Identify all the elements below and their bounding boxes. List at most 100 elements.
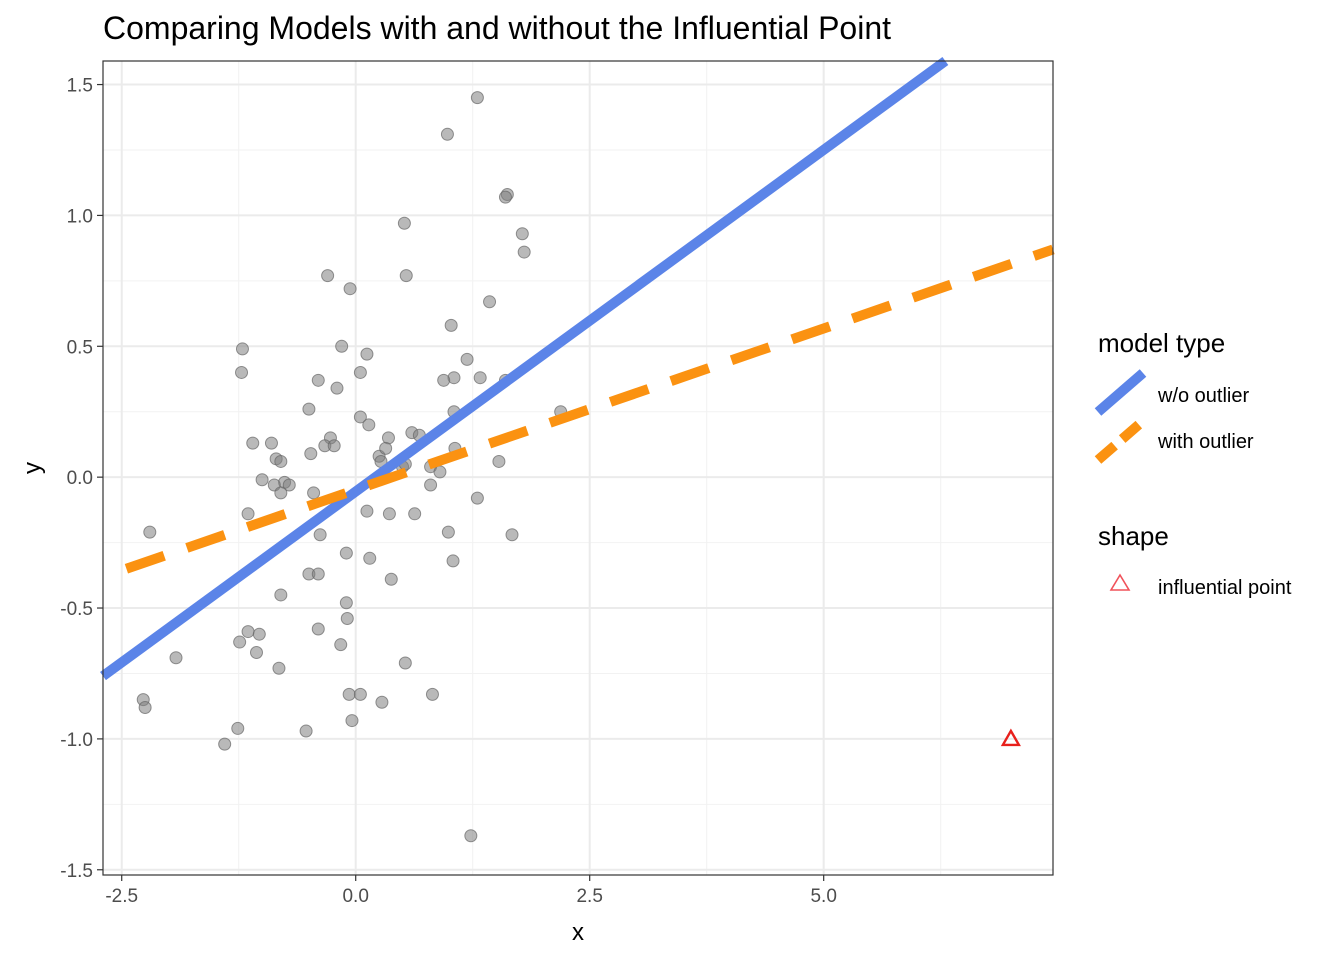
scatter-point [311, 373, 325, 387]
scatter-point [398, 656, 412, 670]
scatter-point [339, 596, 353, 610]
scatter-point [246, 436, 260, 450]
scatter-point [360, 347, 374, 361]
scatter-point [460, 352, 474, 366]
scatter-point [272, 661, 286, 675]
legend-key-line-with-outlier [1094, 417, 1147, 464]
scatter-point [505, 528, 519, 542]
regression-lines [100, 56, 1055, 681]
scatter-point [342, 687, 356, 701]
scatter-point [274, 588, 288, 602]
scatter-point [353, 365, 367, 379]
chart-title: Comparing Models with and without the In… [103, 10, 891, 46]
scatter-point [379, 441, 393, 455]
scatter-point [470, 491, 484, 505]
scatter-point [327, 439, 341, 453]
legend-key-triangle-icon [1109, 573, 1131, 591]
influential-point-layer [1000, 728, 1021, 747]
scatter-point [311, 567, 325, 581]
minor-gridlines [103, 61, 1053, 875]
scatter-point [375, 695, 389, 709]
x-tick-label: -2.5 [105, 886, 138, 907]
scatter-point [169, 651, 183, 665]
x-tick-label: 5.0 [810, 886, 836, 907]
y-tick-label: 1.0 [67, 206, 93, 227]
scatter-point [362, 418, 376, 432]
scatter-point [444, 318, 458, 332]
major-gridlines [103, 61, 1053, 875]
y-tick-label: -0.5 [60, 599, 93, 620]
legend-title-model-type: model type [1098, 328, 1225, 358]
x-tick-label: 0.0 [342, 886, 368, 907]
scatter-point [483, 295, 497, 309]
scatter-point [302, 402, 316, 416]
influential-point-marker [1000, 728, 1021, 747]
scatter-point [498, 190, 512, 204]
scatter-point [249, 646, 263, 660]
legend-label-wo-outlier: w/o outlier [1157, 385, 1249, 407]
scatter-point [321, 269, 335, 283]
x-tick-label: 2.5 [576, 886, 602, 907]
scatter-point [241, 507, 255, 521]
y-tick-label: 1.5 [67, 76, 93, 97]
scatter-point [446, 554, 460, 568]
legend-key-line-wo-outlier [1094, 369, 1147, 416]
scatter-point [233, 635, 247, 649]
x-axis-title: x [572, 919, 584, 946]
scatter-point [313, 528, 327, 542]
plot-panel-border [102, 60, 1054, 876]
scatter-point [360, 504, 374, 518]
scatter-point [437, 373, 451, 387]
scatter-point [264, 436, 278, 450]
scatter-point [353, 410, 367, 424]
scatter-point [282, 478, 296, 492]
scatter-point [274, 454, 288, 468]
scatter-point [335, 339, 349, 353]
scatter-point [339, 546, 353, 560]
scatter-point [473, 371, 487, 385]
scatter-point [231, 721, 245, 735]
x-axis: -2.5 0.0 2.5 5.0 [105, 875, 837, 907]
scatter-point [353, 687, 367, 701]
scatter-points [136, 91, 568, 843]
y-axis-title: y [19, 462, 46, 474]
scatter-point [441, 525, 455, 539]
scatter-point [343, 282, 357, 296]
scatter-point [399, 269, 413, 283]
scatter-point [464, 829, 478, 843]
scatter-point [252, 627, 266, 641]
scatter-point [397, 216, 411, 230]
y-tick-label: -1.0 [60, 730, 93, 751]
scatter-point [138, 700, 152, 714]
scatter-point [408, 507, 422, 521]
scatter-point [274, 486, 288, 500]
legend: model type w/o outlier with outlier shap… [1094, 328, 1292, 599]
scatter-point [470, 91, 484, 105]
scatter-point [425, 687, 439, 701]
legend-label-influential-point: influential point [1158, 577, 1292, 599]
scatter-point [143, 525, 157, 539]
scatter-point [345, 714, 359, 728]
scatter-point [340, 611, 354, 625]
scatter-point [307, 486, 321, 500]
scatter-point [235, 342, 249, 356]
y-tick-label: -1.5 [60, 861, 93, 882]
scatter-point [382, 507, 396, 521]
regression-line-with-outlier [124, 244, 1055, 574]
y-tick-label: 0.0 [67, 468, 93, 489]
scatter-point [311, 622, 325, 636]
scatter-point [330, 381, 344, 395]
scatter-point [363, 551, 377, 565]
scatter-point [255, 473, 269, 487]
scatter-point [384, 572, 398, 586]
scatter-point [218, 737, 232, 751]
scatter-point [515, 227, 529, 241]
scatter-point [424, 478, 438, 492]
scatter-point [241, 625, 255, 639]
scatter-point [334, 638, 348, 652]
scatter-point [299, 724, 313, 738]
plot-panel-background [103, 61, 1053, 875]
scatter-point [304, 447, 318, 461]
y-axis: -1.5 -1.0 -0.5 0.0 0.5 1.0 1.5 [60, 76, 103, 882]
